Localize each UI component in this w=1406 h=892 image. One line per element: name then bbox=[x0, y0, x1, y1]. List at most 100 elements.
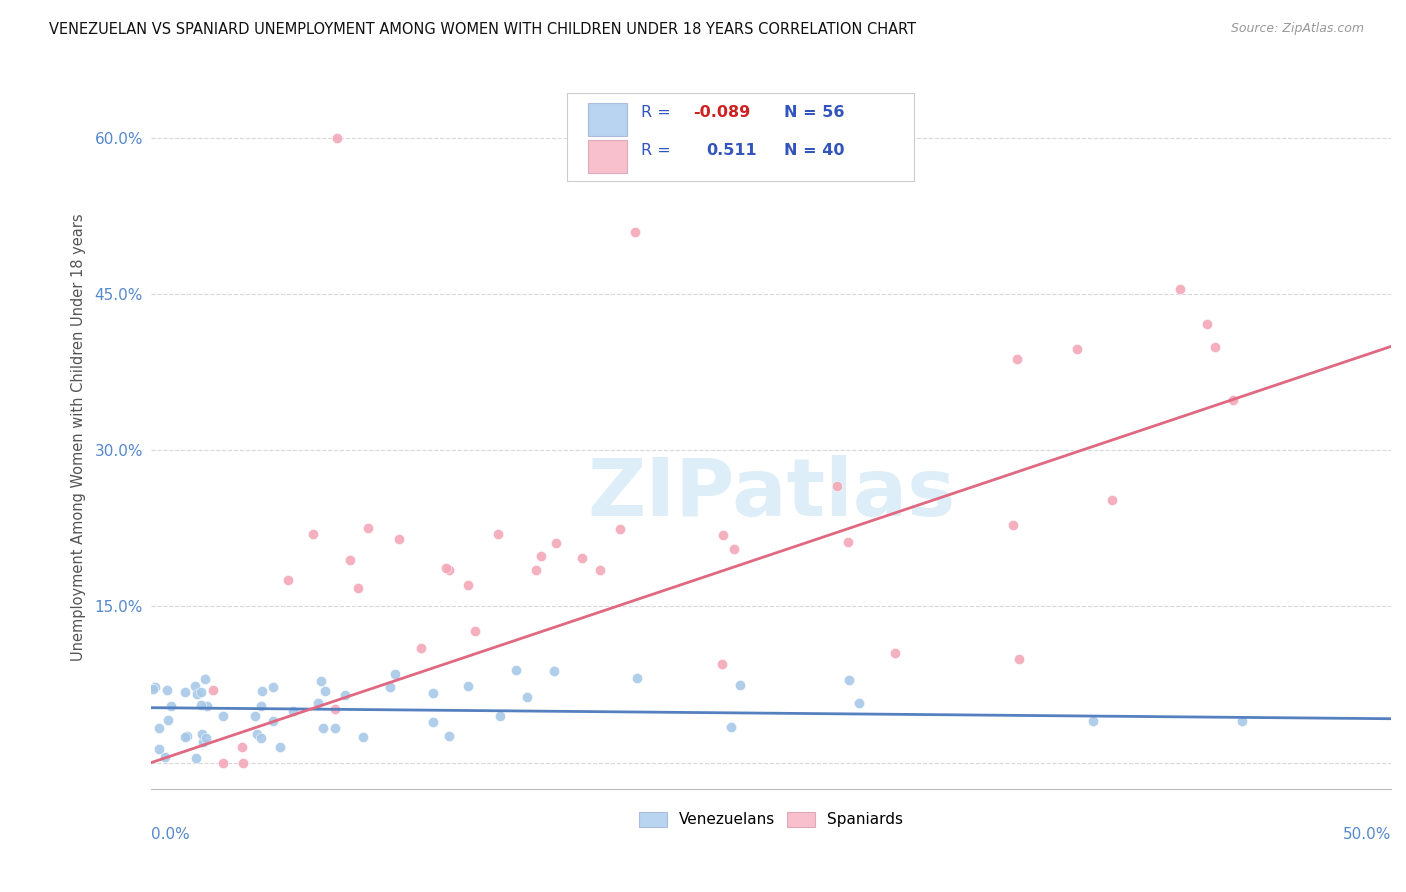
Point bbox=[212, 709, 235, 723]
Point bbox=[422, 685, 444, 699]
Point bbox=[378, 680, 401, 694]
Text: -0.089: -0.089 bbox=[693, 105, 751, 120]
Point bbox=[1195, 317, 1218, 331]
Point bbox=[142, 682, 165, 697]
Point bbox=[262, 680, 284, 694]
Point bbox=[457, 577, 479, 591]
Point bbox=[194, 673, 217, 687]
Point bbox=[155, 750, 177, 764]
Text: R =: R = bbox=[641, 143, 681, 158]
Point bbox=[262, 714, 284, 728]
Point bbox=[148, 721, 170, 735]
Point bbox=[723, 542, 745, 557]
Point bbox=[339, 552, 361, 566]
Bar bbox=[588, 103, 627, 136]
Point bbox=[505, 664, 527, 678]
Point bbox=[173, 685, 195, 699]
Point bbox=[190, 698, 212, 712]
Point bbox=[301, 526, 323, 541]
Point bbox=[246, 727, 269, 741]
Point bbox=[245, 709, 267, 723]
Point bbox=[352, 730, 374, 744]
Point bbox=[1007, 352, 1029, 367]
Point bbox=[711, 528, 734, 542]
FancyBboxPatch shape bbox=[567, 94, 914, 181]
Point bbox=[148, 742, 170, 756]
Point bbox=[422, 715, 444, 730]
Point bbox=[409, 641, 432, 656]
Point bbox=[312, 721, 335, 735]
Point bbox=[457, 679, 479, 693]
Point bbox=[1101, 493, 1123, 508]
Point bbox=[1222, 392, 1244, 407]
Y-axis label: Unemployment Among Women with Children Under 18 years: Unemployment Among Women with Children U… bbox=[72, 214, 86, 661]
Point bbox=[728, 678, 751, 692]
Point bbox=[838, 673, 860, 688]
Text: 0.511: 0.511 bbox=[707, 143, 758, 158]
Point bbox=[624, 225, 647, 239]
Point bbox=[269, 739, 291, 754]
Text: N = 40: N = 40 bbox=[783, 143, 844, 158]
Point bbox=[589, 563, 612, 577]
Point bbox=[529, 549, 551, 563]
Point bbox=[186, 751, 208, 765]
Point bbox=[201, 682, 224, 697]
Point bbox=[323, 702, 346, 716]
Point bbox=[232, 756, 254, 770]
Point bbox=[346, 581, 368, 595]
Point bbox=[307, 696, 329, 710]
Point bbox=[609, 522, 631, 536]
Point bbox=[190, 685, 212, 699]
Point bbox=[837, 535, 859, 549]
Point bbox=[388, 532, 411, 546]
Point bbox=[571, 550, 593, 565]
Text: 50.0%: 50.0% bbox=[1343, 827, 1391, 842]
Point bbox=[1008, 651, 1031, 665]
Point bbox=[191, 727, 214, 741]
Point bbox=[211, 756, 233, 770]
Point bbox=[250, 731, 273, 745]
Point bbox=[249, 699, 271, 714]
Point bbox=[720, 720, 742, 734]
Point bbox=[516, 690, 538, 704]
Point bbox=[195, 731, 218, 745]
Point bbox=[250, 684, 273, 698]
Text: N = 56: N = 56 bbox=[783, 105, 844, 120]
Point bbox=[384, 667, 406, 681]
Point bbox=[283, 704, 305, 718]
Point bbox=[710, 657, 733, 671]
Point bbox=[434, 561, 457, 575]
Point bbox=[1232, 714, 1254, 728]
Point bbox=[464, 624, 486, 638]
Point bbox=[1083, 714, 1105, 728]
Point bbox=[439, 729, 461, 743]
Point bbox=[195, 699, 218, 714]
Point bbox=[176, 730, 198, 744]
Point bbox=[1204, 340, 1226, 354]
Point bbox=[1066, 343, 1088, 357]
Point bbox=[544, 536, 567, 550]
Point bbox=[357, 521, 380, 535]
Point bbox=[173, 730, 195, 744]
Point bbox=[184, 679, 207, 693]
Text: Source: ZipAtlas.com: Source: ZipAtlas.com bbox=[1230, 22, 1364, 36]
Point bbox=[827, 479, 849, 493]
Point bbox=[277, 574, 299, 588]
Point bbox=[143, 681, 166, 695]
Point bbox=[333, 689, 356, 703]
Point bbox=[193, 735, 215, 749]
Point bbox=[159, 699, 181, 714]
Point bbox=[186, 687, 208, 701]
Legend: Venezuelans, Spaniards: Venezuelans, Spaniards bbox=[633, 805, 910, 833]
Text: ZIPatlas: ZIPatlas bbox=[588, 455, 955, 533]
Point bbox=[157, 714, 180, 728]
Point bbox=[884, 646, 907, 660]
Point bbox=[437, 563, 460, 577]
Point bbox=[848, 696, 870, 710]
Point bbox=[626, 671, 648, 685]
Point bbox=[309, 674, 332, 689]
Point bbox=[543, 664, 565, 678]
Text: 0.0%: 0.0% bbox=[152, 827, 190, 842]
Point bbox=[323, 721, 346, 735]
Point bbox=[156, 682, 179, 697]
